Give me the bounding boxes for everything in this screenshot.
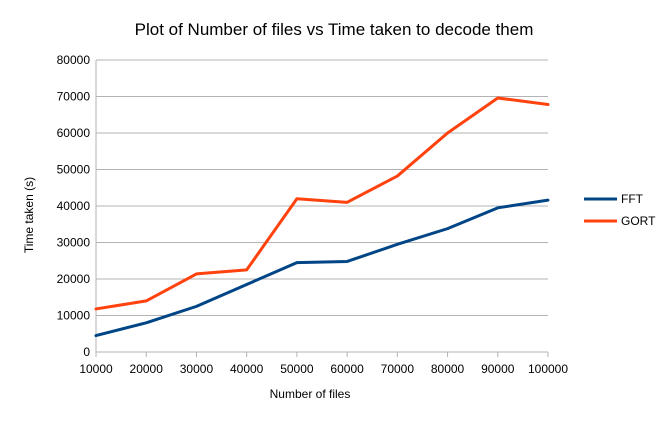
y-tick-label: 40000 [57,199,91,213]
x-tick-label: 30000 [180,362,214,376]
x-tick-label: 70000 [381,362,415,376]
x-tick-label: 100000 [528,362,568,376]
y-tick-label: 80000 [57,53,91,67]
x-axis-title: Number of files [270,387,351,401]
x-tick-label: 10000 [79,362,113,376]
legend: FFT GORT [584,192,656,228]
y-tick-label: 20000 [57,272,91,286]
x-tick-label: 40000 [230,362,264,376]
x-tick-label: 60000 [330,362,364,376]
x-tick-label: 80000 [431,362,465,376]
y-tick-label: 0 [83,345,90,359]
legend-label-gort: GORT [621,214,656,228]
y-tick-label: 70000 [57,90,91,104]
series-line-fft [94,198,550,338]
y-tick-label: 10000 [57,309,91,323]
series-lines [94,96,550,338]
chart-title: Plot of Number of files vs Time taken to… [135,20,534,39]
y-tick-label: 50000 [57,163,91,177]
legend-label-fft: FFT [621,192,644,206]
y-tick-label: 60000 [57,126,91,140]
x-tick-label: 50000 [280,362,314,376]
x-axis-ticks: 10000 20000 30000 40000 50000 60000 70000 80000… [79,352,568,376]
x-tick-label: 90000 [481,362,515,376]
y-axis-ticks: 0 10000 20000 30000 40000 50000 60000 70000 8000… [57,53,91,359]
series-line-gort [94,96,550,311]
y-axis-title: Time taken (s) [22,177,36,253]
grid [95,59,548,353]
x-tick-label: 20000 [130,362,164,376]
y-tick-label: 30000 [57,236,91,250]
